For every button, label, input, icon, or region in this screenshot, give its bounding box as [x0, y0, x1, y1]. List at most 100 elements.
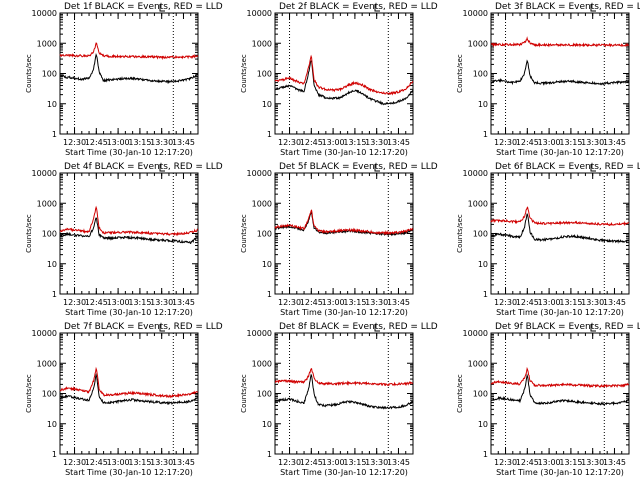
x-tick-label: 13:00	[107, 138, 130, 147]
x-tick-label: 13:15	[343, 458, 366, 467]
corner-marker-glyph	[159, 4, 165, 12]
y-tick-label: 100	[42, 230, 57, 239]
x-tick-label: 13:30	[365, 138, 388, 147]
x-tick-label: 13:15	[559, 458, 582, 467]
x-tick-label: 13:30	[581, 138, 604, 147]
x-tick-label: 13:45	[387, 298, 410, 307]
y-tick-label: 1000	[468, 39, 488, 48]
x-tick-label: 13:00	[322, 138, 345, 147]
x-tick-label: 13:00	[107, 298, 130, 307]
x-tick-label: 13:45	[387, 458, 410, 467]
x-tick-label: 13:30	[150, 138, 173, 147]
x-tick-label: 12:45	[516, 458, 539, 467]
corner-marker-glyph	[590, 324, 596, 332]
x-axis-label: Start Time (30-Jan-10 12:17:20)	[65, 148, 193, 157]
x-tick-label: 13:00	[538, 298, 561, 307]
x-tick-label: 13:30	[365, 458, 388, 467]
y-tick-label: 100	[473, 390, 488, 399]
panel-title: Det 8f BLACK = Events, RED = LLD	[279, 322, 438, 332]
y-axis-label: Counts/sec	[240, 374, 248, 413]
y-tick-label: 10	[47, 420, 57, 429]
y-tick-label: 1	[483, 290, 488, 299]
lld-series-line	[274, 209, 414, 236]
x-tick-label: 13:30	[150, 298, 173, 307]
y-tick-label: 1	[483, 450, 488, 459]
y-tick-label: 10000	[247, 169, 272, 178]
panel-title: Det 9f BLACK = Events, RED = LLD	[495, 322, 640, 332]
y-tick-label: 100	[42, 70, 57, 79]
x-tick-label: 13:00	[322, 458, 345, 467]
y-tick-label: 100	[257, 70, 272, 79]
x-axis-label: Start Time (30-Jan-10 12:17:20)	[65, 308, 193, 317]
events-series-line	[490, 59, 629, 86]
y-tick-label: 10	[262, 100, 272, 109]
y-tick-label: 100	[42, 390, 57, 399]
y-tick-label: 1000	[252, 359, 272, 368]
detector-panel-9: Det 9f BLACK = Events, RED = LLD 1 10 100 10…	[456, 322, 640, 477]
y-axis-label: Counts/sec	[456, 214, 464, 253]
y-axis-label: Counts/sec	[25, 54, 33, 93]
y-tick-label: 100	[473, 70, 488, 79]
x-axis-label: Start Time (30-Jan-10 12:17:20)	[496, 148, 624, 157]
x-tick-label: 12:45	[300, 138, 323, 147]
plot-frame	[490, 332, 630, 455]
y-tick-label: 100	[473, 230, 488, 239]
x-axis-label: Start Time (30-Jan-10 12:17:20)	[280, 148, 408, 157]
y-tick-label: 1000	[468, 199, 488, 208]
x-tick-label: 12:30	[63, 458, 86, 467]
x-tick-label: 12:45	[516, 298, 539, 307]
x-axis-label: Start Time (30-Jan-10 12:17:20)	[280, 308, 408, 317]
panel-title: Det 7f BLACK = Events, RED = LLD	[64, 322, 223, 332]
x-tick-label: 13:30	[150, 458, 173, 467]
x-tick-label: 12:30	[278, 458, 301, 467]
x-tick-label: 13:00	[107, 458, 130, 467]
y-tick-label: 1000	[37, 199, 57, 208]
corner-marker-glyph	[159, 324, 165, 332]
x-tick-label: 12:45	[85, 298, 108, 307]
y-tick-label: 1000	[468, 359, 488, 368]
x-tick-label: 12:45	[85, 138, 108, 147]
panel-title: Det 2f BLACK = Events, RED = LLD	[279, 2, 438, 12]
corner-marker-glyph	[374, 324, 380, 332]
plot-frame	[274, 12, 414, 135]
events-series-line	[59, 53, 199, 84]
corner-marker-glyph	[590, 164, 596, 172]
x-tick-label: 12:45	[300, 458, 323, 467]
x-tick-label: 13:45	[172, 458, 195, 467]
x-tick-label: 12:30	[278, 298, 301, 307]
x-tick-label: 13:45	[603, 458, 626, 467]
x-tick-label: 13:45	[172, 298, 195, 307]
x-axis-label: Start Time (30-Jan-10 12:17:20)	[280, 468, 408, 477]
x-tick-label: 12:30	[63, 138, 86, 147]
y-tick-label: 100	[257, 230, 272, 239]
lld-series-line	[490, 36, 629, 48]
detector-panel-7: Det 7f BLACK = Events, RED = LLD 1 10 100 10…	[25, 322, 223, 477]
y-tick-label: 10000	[463, 9, 488, 18]
x-tick-label: 12:30	[494, 138, 517, 147]
y-tick-label: 1	[52, 130, 57, 139]
x-tick-label: 12:45	[516, 138, 539, 147]
x-tick-label: 13:30	[365, 298, 388, 307]
y-tick-label: 10	[47, 100, 57, 109]
events-series-line	[490, 373, 630, 406]
x-tick-label: 13:00	[538, 458, 561, 467]
plot-frame	[59, 12, 199, 135]
x-axis-label: Start Time (30-Jan-10 12:17:20)	[496, 308, 624, 317]
y-tick-label: 10	[478, 100, 488, 109]
y-axis-label: Counts/sec	[25, 214, 33, 253]
events-series-line	[274, 60, 414, 106]
x-tick-label: 12:30	[63, 298, 86, 307]
detector-panel-6: Det 6f BLACK = Events, RED = LLD 1 10 100 10…	[456, 162, 640, 317]
lld-series-line	[490, 366, 630, 389]
x-tick-label: 13:45	[172, 138, 195, 147]
x-tick-label: 13:15	[128, 138, 151, 147]
x-tick-label: 13:15	[343, 298, 366, 307]
detector-panel-1: Det 1f BLACK = Events, RED = LLD 1 10 100 10…	[25, 2, 223, 157]
y-tick-label: 10000	[32, 329, 57, 338]
y-tick-label: 10	[262, 420, 272, 429]
events-series-line	[59, 217, 199, 245]
y-tick-label: 1000	[37, 359, 57, 368]
events-series-line	[59, 372, 198, 406]
y-axis-label: Counts/sec	[25, 374, 33, 413]
panel-title: Det 1f BLACK = Events, RED = LLD	[64, 2, 223, 12]
